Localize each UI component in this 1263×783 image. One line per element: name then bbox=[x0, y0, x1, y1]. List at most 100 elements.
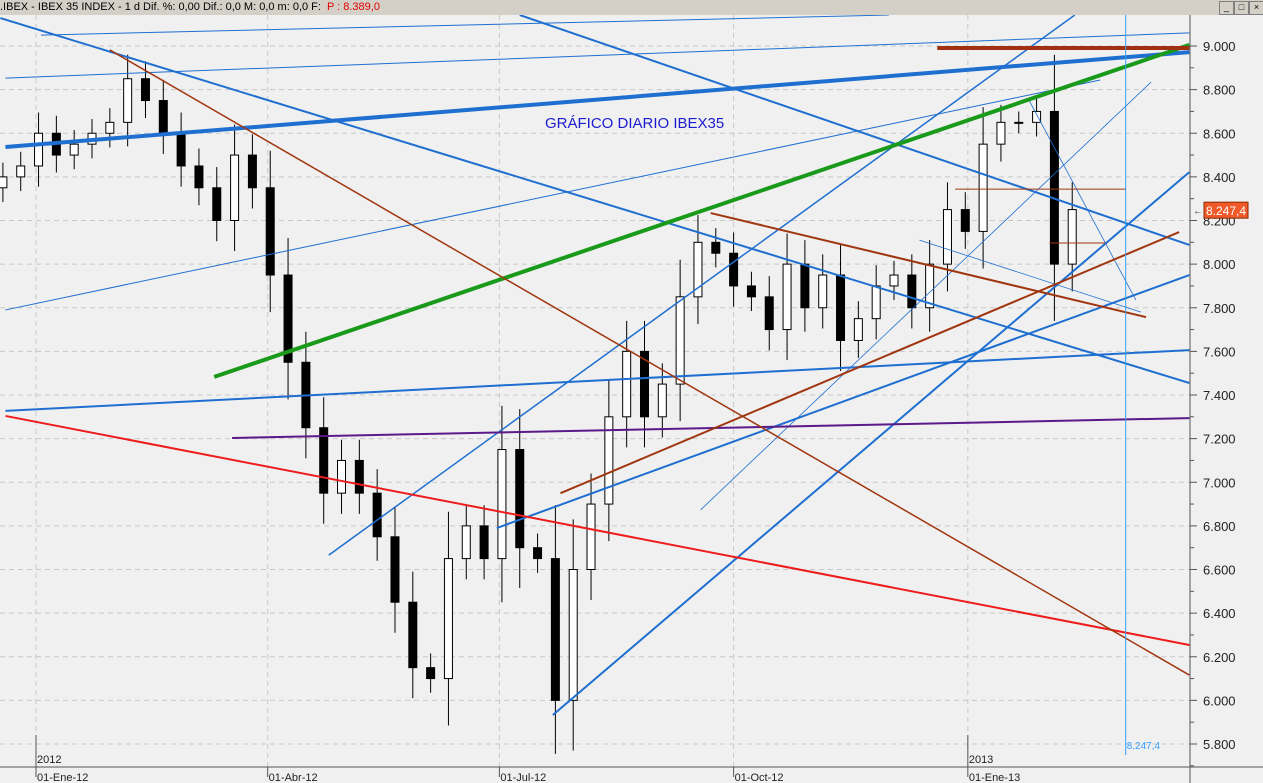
price-label: P : 8.389,0 bbox=[326, 1, 380, 13]
candle-body bbox=[836, 274, 846, 341]
y-tick-label: 8.600 bbox=[1203, 126, 1236, 141]
price-markers: 8.247,48.247,4← bbox=[1125, 15, 1249, 755]
candle-body bbox=[1014, 121, 1024, 124]
candle-body bbox=[711, 241, 721, 254]
y-tick-label: 7.200 bbox=[1203, 432, 1236, 447]
y-tick-label: 6.600 bbox=[1203, 563, 1236, 578]
candle-body bbox=[16, 165, 26, 178]
candle-body bbox=[123, 78, 133, 123]
x-tick-label: 01-Jul-12 bbox=[500, 772, 546, 783]
candle-body bbox=[390, 536, 400, 603]
y-tick-label: 6.400 bbox=[1203, 606, 1236, 621]
candle-body bbox=[194, 165, 204, 189]
candle-body bbox=[1067, 209, 1077, 265]
price-chart[interactable]: GRÁFICO DIARIO IBEX35 5.800 6.000 6.200 6.4… bbox=[0, 15, 1263, 783]
window-title: .IBEX - IBEX 35 INDEX - 1 d Dif. %: 0,00… bbox=[0, 1, 321, 13]
candle-body bbox=[1049, 110, 1059, 265]
trendline bbox=[213, 43, 1190, 379]
y-tick-label: 7.000 bbox=[1203, 475, 1236, 490]
y-tick-label: 6.000 bbox=[1203, 693, 1236, 708]
candle-body bbox=[978, 143, 988, 232]
trendline bbox=[496, 274, 1190, 529]
candle-body bbox=[230, 154, 240, 221]
y-tick-label: 5.800 bbox=[1203, 737, 1236, 752]
trendline bbox=[5, 349, 1190, 412]
trendline bbox=[5, 32, 1190, 79]
year-label: 2013 bbox=[969, 754, 993, 766]
candle-body bbox=[443, 558, 453, 680]
trendlines[interactable] bbox=[0, 15, 1190, 716]
candle-body bbox=[283, 274, 293, 363]
candle-body bbox=[372, 492, 382, 538]
candle-body bbox=[746, 285, 756, 298]
window-titlebar: .IBEX - IBEX 35 INDEX - 1 d Dif. %: 0,00… bbox=[0, 0, 1263, 15]
candle-body bbox=[871, 285, 881, 320]
x-tick-label: 01-Oct-12 bbox=[735, 772, 784, 783]
candle-body bbox=[354, 459, 364, 494]
candle-body bbox=[0, 176, 8, 189]
trendline bbox=[5, 50, 1190, 149]
trendline bbox=[5, 79, 1101, 311]
candle-body bbox=[69, 143, 79, 156]
candle-body bbox=[586, 503, 596, 570]
candle-body bbox=[693, 241, 703, 298]
trendline bbox=[5, 414, 1190, 646]
trendline bbox=[41, 15, 889, 36]
candle-body bbox=[889, 274, 899, 287]
candle-body bbox=[140, 78, 150, 102]
y-tick-label: 6.200 bbox=[1203, 650, 1236, 665]
x-tick-label: 01-Ene-12 bbox=[37, 772, 88, 783]
candle-body bbox=[479, 525, 489, 560]
y-tick-label: 6.800 bbox=[1203, 519, 1236, 534]
close-button[interactable]: × bbox=[1249, 1, 1263, 15]
candle-body bbox=[105, 121, 115, 134]
candle-body bbox=[247, 154, 257, 189]
trendline bbox=[0, 17, 1190, 384]
candle-body bbox=[996, 121, 1006, 145]
candle-body bbox=[942, 209, 952, 265]
candle-body bbox=[426, 667, 436, 680]
y-tick-label: 7.600 bbox=[1203, 344, 1236, 359]
y-tick-label: 9.000 bbox=[1203, 39, 1236, 54]
candles bbox=[0, 54, 1077, 754]
trendline bbox=[328, 15, 1076, 556]
trendline bbox=[1028, 99, 1137, 301]
candle-body bbox=[960, 209, 970, 232]
last-price-badge bbox=[1203, 201, 1249, 219]
candle-body bbox=[1032, 110, 1042, 123]
candle-body bbox=[337, 459, 347, 494]
candle-body bbox=[907, 274, 917, 309]
candle-body bbox=[925, 263, 935, 309]
trendline bbox=[919, 239, 1142, 313]
year-label: 2012 bbox=[37, 754, 61, 766]
y-tick-label: 7.800 bbox=[1203, 301, 1236, 316]
candle-body bbox=[729, 252, 739, 287]
candle-body bbox=[800, 263, 810, 309]
trendline bbox=[710, 212, 1147, 319]
candle-body bbox=[782, 263, 792, 331]
candle-body bbox=[212, 187, 222, 221]
y-tick-label: 8.400 bbox=[1203, 170, 1236, 185]
y-axis-ticks: 5.800 6.000 6.200 6.400 6.600 6.800 7.000 7.200… bbox=[1190, 39, 1236, 767]
last-price-label: 8.247,4 bbox=[1206, 204, 1246, 218]
candle-body bbox=[764, 296, 774, 331]
trendline bbox=[700, 81, 1152, 511]
candle-body bbox=[533, 547, 543, 560]
trendline bbox=[519, 15, 1190, 246]
candle-body bbox=[568, 569, 578, 701]
candle-body bbox=[604, 416, 614, 505]
cursor-value-label: 8.247,4 bbox=[1127, 741, 1161, 752]
x-tick-label: 01-Abr-12 bbox=[269, 772, 318, 783]
x-tick-label: 01-Ene-13 bbox=[969, 772, 1020, 783]
y-tick-label: 7.400 bbox=[1203, 388, 1236, 403]
candle-body bbox=[34, 132, 44, 167]
candle-body bbox=[176, 132, 186, 167]
trendline bbox=[560, 231, 1180, 495]
candle-body bbox=[639, 350, 649, 418]
trendline bbox=[109, 49, 1190, 676]
chart-title: GRÁFICO DIARIO IBEX35 bbox=[545, 115, 724, 132]
minimize-button[interactable]: _ bbox=[1219, 1, 1234, 15]
candle-body bbox=[675, 296, 685, 385]
maximize-button[interactable]: □ bbox=[1234, 1, 1249, 15]
candle-body bbox=[622, 350, 632, 418]
